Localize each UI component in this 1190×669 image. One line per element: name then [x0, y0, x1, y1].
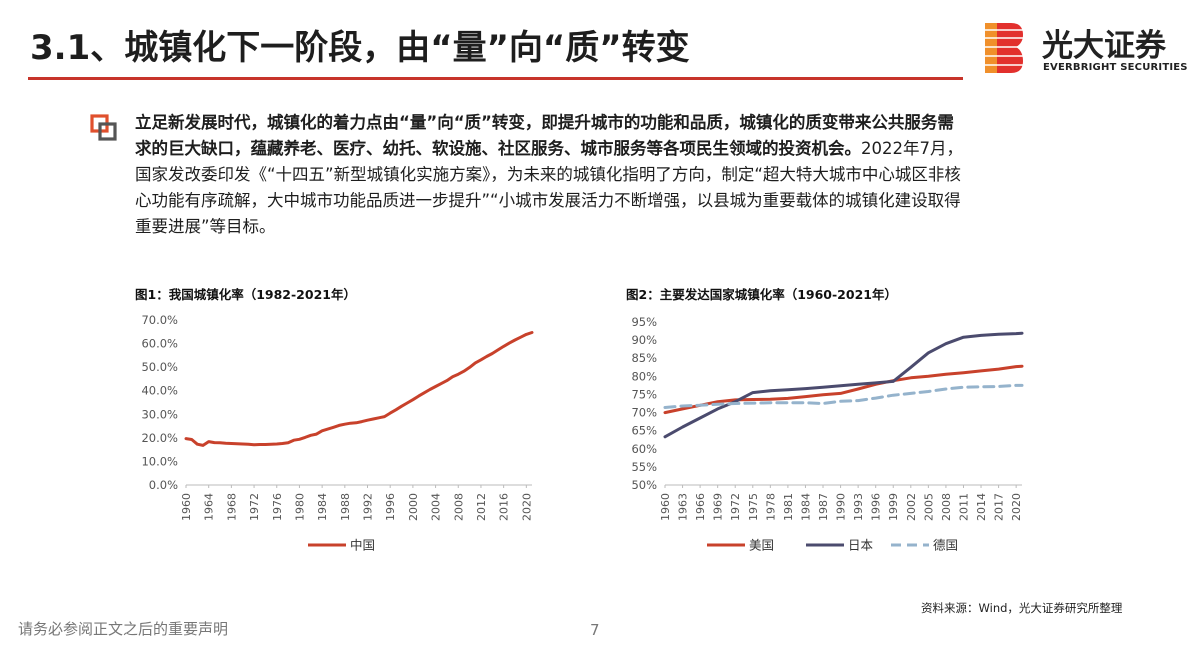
chart1-x-tick-label: 1960	[180, 493, 193, 521]
chart1-x-tick-label: 1996	[384, 493, 397, 521]
chart1-y-tick-label: 0.0%	[149, 478, 178, 492]
chart2: 50% 55% 60% 65% 70% 75% 80% 85% 90% 95% 1960 1963 19…	[631, 315, 1024, 553]
chart2-x-tick-label: 1996	[870, 493, 883, 521]
chart2-x-tick-label: 1960	[659, 493, 672, 521]
chart1-x-tick-label: 1976	[271, 493, 284, 521]
chart1-x-tick-label: 1964	[203, 493, 216, 521]
chart2-y-tick-label: 90%	[631, 333, 657, 347]
chart1-x-tick-label: 1968	[225, 493, 238, 521]
chart2-series-line	[663, 364, 1024, 415]
chart2-x-tick-label: 1972	[729, 493, 742, 521]
chart2-title: 图2：主要发达国家城镇化率（1960-2021年）	[626, 287, 897, 302]
paragraph-bold-text: 立足新发展时代，城镇化的着力点由“量”向“质”转变，即提升城市的功能和品质，城镇…	[135, 113, 954, 158]
chart2-series-line	[663, 331, 1024, 439]
chart1-x-tick-label: 2020	[520, 493, 533, 521]
chart1-x-tick-label: 2016	[498, 493, 511, 521]
chart1: 0.0% 10.0% 20.0% 30.0% 40.0% 50.0% 60.0% 70.0% 1…	[141, 313, 534, 553]
chart1-y-tick-label: 30.0%	[141, 407, 178, 421]
chart2-legend-label: 美国	[749, 538, 774, 553]
chart2-x-tick-label: 1966	[694, 493, 707, 521]
chart2-x-tick-label: 2011	[957, 493, 970, 521]
chart1-x-tick-label: 2000	[407, 493, 420, 521]
chart2-x-tick-label: 1990	[835, 493, 848, 521]
chart1-y-tick-label: 70.0%	[141, 313, 178, 327]
chart2-series-line	[663, 383, 1024, 409]
chart1-x-tick-label: 1984	[316, 493, 329, 521]
chart1-title: 图1：我国城镇化率（1982-2021年）	[135, 287, 356, 302]
chart2-x-tick-label: 2017	[993, 493, 1006, 521]
chart1-y-tick-label: 10.0%	[141, 454, 178, 468]
chart2-x-tick-label: 2002	[905, 493, 918, 521]
chart2-y-tick-label: 50%	[631, 478, 657, 492]
everbright-logo-icon	[983, 21, 1025, 75]
chart1-x-tick-label: 2004	[430, 493, 443, 521]
chart1-x-tick-label: 1992	[362, 493, 375, 521]
chart1-legend-label: 中国	[350, 538, 375, 553]
paragraph-text: 2022年7月，国家发改委印发《“十四五”新型城镇化实施方案》，为未来的城镇化指…	[135, 139, 963, 236]
footer-disclaimer: 请务必参阅正文之后的重要声明	[18, 620, 229, 638]
chart2-y-tick-label: 95%	[631, 315, 657, 329]
page-title: 3.1、城镇化下一阶段，由“量”向“质”转变	[30, 28, 690, 68]
chart2-x-tick-label: 1963	[677, 493, 690, 521]
chart1-series-line	[184, 331, 534, 447]
logo-name-cn: 光大证券	[1042, 28, 1166, 64]
chart2-x-tick-label: 1984	[799, 493, 812, 521]
chart2-x-tick-label: 1978	[764, 493, 777, 521]
chart2-x-tick-label: 1987	[817, 493, 830, 521]
chart2-x-tick-label: 1969	[712, 493, 725, 521]
source-note: 资料来源：Wind，光大证券研究所整理	[921, 601, 1123, 615]
chart2-x-tick-label: 1993	[852, 493, 865, 521]
chart2-x-tick-label: 2014	[975, 493, 988, 521]
chart1-x-tick-label: 2012	[475, 493, 488, 521]
page-number: 7	[590, 621, 600, 639]
chart1-y-tick-label: 50.0%	[141, 360, 178, 374]
chart2-y-tick-label: 60%	[631, 442, 657, 456]
chart2-y-tick-label: 80%	[631, 369, 657, 383]
chart2-x-tick-label: 1975	[747, 493, 760, 521]
body-paragraph: 立足新发展时代，城镇化的着力点由“量”向“质”转变，即提升城市的功能和品质，城镇…	[135, 110, 970, 240]
chart1-x-tick-label: 1972	[248, 493, 261, 521]
chart2-x-tick-label: 2020	[1010, 493, 1023, 521]
chart2-x-tick-label: 1981	[782, 493, 795, 521]
chart2-y-tick-label: 75%	[631, 387, 657, 401]
title-divider	[28, 77, 963, 80]
chart1-y-tick-label: 20.0%	[141, 431, 178, 445]
chart1-y-tick-label: 40.0%	[141, 384, 178, 398]
chart1-x-tick-label: 2008	[452, 493, 465, 521]
chart1-x-tick-label: 1980	[293, 493, 306, 521]
chart2-x-tick-label: 2008	[940, 493, 953, 521]
chart2-x-tick-label: 1999	[887, 493, 900, 521]
chart2-y-tick-label: 55%	[631, 460, 657, 474]
chart2-y-tick-label: 65%	[631, 424, 657, 438]
bullet-square-icon	[90, 114, 117, 141]
chart2-y-tick-label: 70%	[631, 406, 657, 420]
chart2-legend-label: 德国	[933, 538, 958, 553]
chart2-y-tick-label: 85%	[631, 351, 657, 365]
chart2-legend-label: 日本	[848, 538, 874, 553]
logo-name-en: EVERBRIGHT SECURITIES	[1043, 62, 1188, 73]
chart2-x-tick-label: 2005	[922, 493, 935, 521]
chart1-y-tick-label: 60.0%	[141, 337, 178, 351]
chart1-x-tick-label: 1988	[339, 493, 352, 521]
